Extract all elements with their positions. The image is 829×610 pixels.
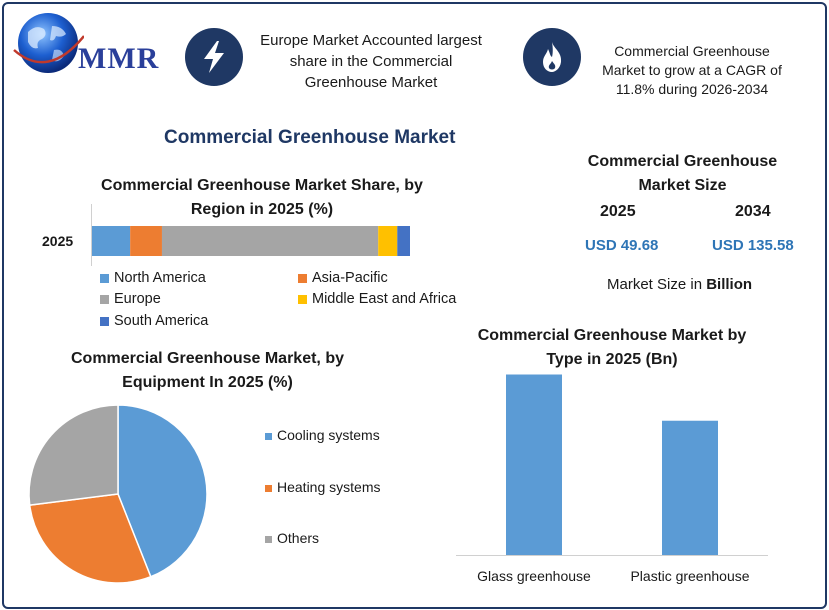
region-bar-segment-europe <box>161 226 379 256</box>
legend-label: Heating systems <box>277 479 381 495</box>
legend-swatch <box>100 273 109 283</box>
legend-label: Europe <box>114 291 161 307</box>
pie-legend-item-heating-systems: Heating systems <box>265 479 380 495</box>
logo-text: MMR <box>78 42 160 75</box>
legend-swatch <box>100 316 109 326</box>
pie-legend-item-cooling-systems: Cooling systems <box>265 427 380 443</box>
market-size-unit-bold: Billion <box>706 276 753 293</box>
legend-label: South America <box>114 313 209 329</box>
globe-icon <box>13 13 84 73</box>
region-legend-item-south-america: South America <box>100 313 208 329</box>
pie-slice-cooling-systems <box>117 404 208 578</box>
pie-slice-others <box>28 404 119 506</box>
region-bar-segment-north-america <box>92 226 131 256</box>
region-chart-title: Commercial Greenhouse Market Share, by R… <box>101 177 423 218</box>
market-size-title: Commercial Greenhouse Market Size <box>587 153 778 194</box>
flame-icon <box>543 42 562 72</box>
pie-legend-item-others: Others <box>265 530 319 546</box>
legend-swatch <box>265 484 272 492</box>
legend-label: Asia-Pacific <box>312 270 388 286</box>
region-bar-segment-asia-pacific <box>130 226 162 256</box>
highlight-icon-circle <box>523 28 581 86</box>
market-size-year-2025: 2025 <box>600 203 636 220</box>
type-bar-chart: Glass greenhouse Plastic greenhouse <box>456 374 768 584</box>
highlight-icon-circle <box>185 28 243 86</box>
market-size-unit-prefix: Market Size in <box>607 276 703 293</box>
highlight-text-europe: Europe Market Accounted largest share in… <box>260 32 482 91</box>
equipment-pie-chart <box>28 404 208 584</box>
region-bar-segment-middle-east-and-africa <box>378 226 398 256</box>
main-title: Commercial Greenhouse Market <box>164 127 456 148</box>
type-tick-label: Plastic greenhouse <box>630 568 749 584</box>
region-legend-item-asia-pacific: Asia-Pacific <box>298 270 388 286</box>
legend-swatch <box>100 294 109 304</box>
region-stacked-bar-chart <box>91 204 410 266</box>
type-bar-plastic-greenhouse <box>662 420 718 555</box>
market-size-value-2034: USD 135.58 <box>712 237 794 254</box>
region-legend-item-north-america: North America <box>100 270 206 286</box>
logo: MMR <box>12 10 172 78</box>
legend-label: North America <box>114 270 206 286</box>
equipment-chart-title: Commercial Greenhouse Market, by Equipme… <box>71 350 344 391</box>
legend-label: Others <box>277 530 320 546</box>
market-size-unit: Market Size in Billion <box>607 276 752 293</box>
type-bar-glass-greenhouse <box>506 374 562 555</box>
legend-swatch <box>298 273 307 283</box>
type-chart-title: Commercial Greenhouse Market by Type in … <box>477 327 747 368</box>
region-bar-segment-south-america <box>397 226 410 256</box>
lightning-icon <box>204 41 224 73</box>
legend-label: Middle East and Africa <box>312 291 457 307</box>
type-tick-label: Glass greenhouse <box>477 568 591 584</box>
region-legend-item-middle-east-and-africa: Middle East and Africa <box>298 291 456 307</box>
market-size-value-2025: USD 49.68 <box>585 237 659 254</box>
legend-swatch <box>265 535 272 543</box>
pie-slice-heating-systems <box>28 493 152 584</box>
market-size-year-2034: 2034 <box>735 203 771 220</box>
highlight-text-cagr: Commercial Greenhouse Market to grow at … <box>602 43 782 97</box>
region-legend-item-europe: Europe <box>100 291 161 307</box>
legend-swatch <box>265 432 272 440</box>
region-chart-category-label: 2025 <box>42 233 74 249</box>
legend-label: Cooling systems <box>277 427 380 443</box>
legend-swatch <box>298 294 307 304</box>
